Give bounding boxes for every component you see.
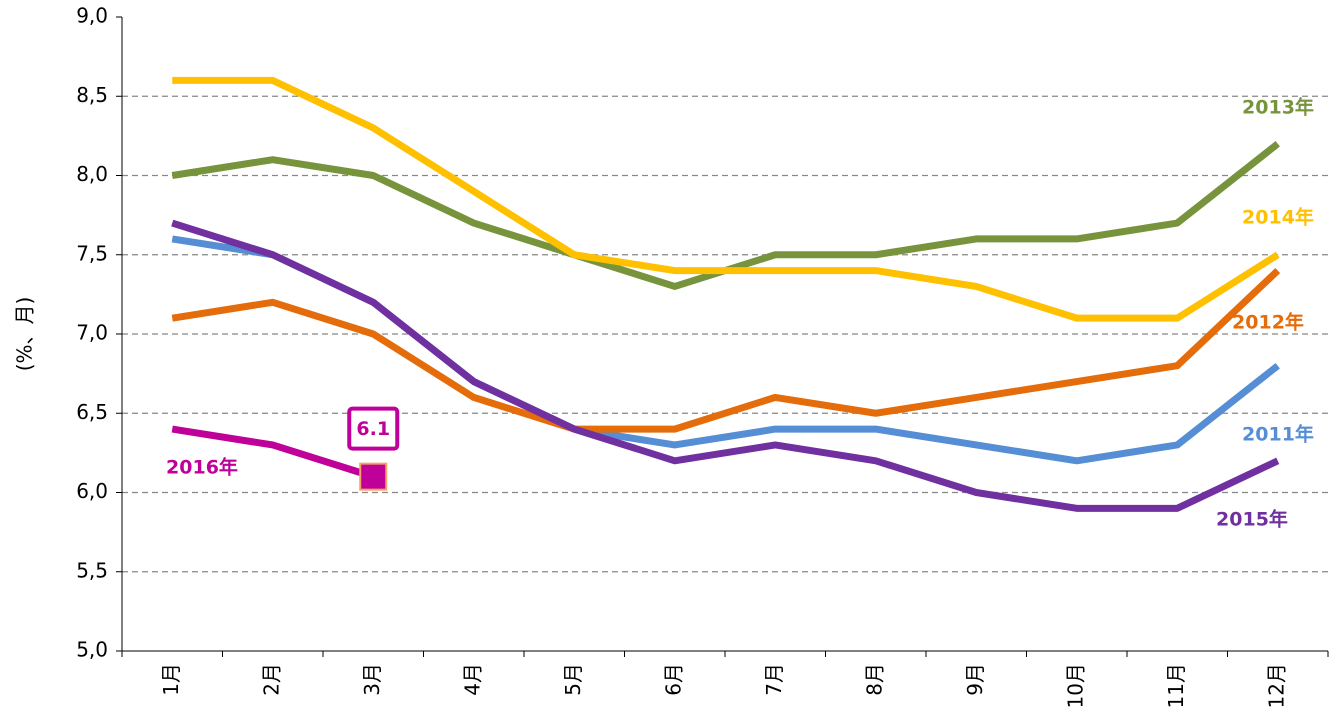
series-label: 2016年: [166, 456, 238, 479]
x-tick-label: 1月: [159, 663, 183, 696]
x-tick-label: 12月: [1264, 663, 1288, 708]
x-tick-label: 8月: [862, 663, 886, 696]
series-line: [171, 425, 375, 480]
series-line: [171, 268, 1281, 433]
series-line: [171, 141, 1280, 290]
x-tick-label: 9月: [963, 663, 987, 696]
y-tick-label: 6,5: [76, 400, 108, 424]
x-tick-label: 5月: [561, 663, 585, 696]
series-label: 2014年: [1242, 206, 1314, 229]
x-tick-label: 7月: [762, 663, 786, 696]
x-tick-label: 10月: [1063, 663, 1087, 708]
series-label: 2012年: [1232, 311, 1304, 334]
y-tick-label: 6,0: [76, 479, 108, 503]
point-marker: [359, 462, 388, 491]
y-tick-label: 7,0: [76, 321, 108, 345]
x-tick-label: 6月: [661, 663, 685, 696]
x-tick-label: 3月: [360, 663, 384, 696]
y-tick-label: 7,5: [76, 241, 108, 265]
y-tick-label: 5,0: [76, 638, 108, 662]
y-tick-label: 8,5: [76, 83, 108, 107]
value-label: 6.1: [356, 418, 390, 440]
series-line: [172, 76, 1280, 322]
y-tick-label: 9,0: [76, 4, 108, 28]
value-callout: [347, 406, 400, 451]
series-label: 2011年: [1242, 423, 1314, 446]
series-label: 2015年: [1216, 508, 1288, 531]
y-tick-label: 8,0: [76, 162, 108, 186]
x-tick-label: 11月: [1164, 663, 1188, 708]
y-axis-label: (%、月): [13, 297, 37, 372]
series-label: 2013年: [1242, 96, 1314, 119]
y-tick-label: 5,5: [76, 558, 108, 582]
x-tick-label: 4月: [460, 663, 484, 696]
series-line: [171, 219, 1280, 512]
x-tick-label: 2月: [259, 663, 283, 696]
